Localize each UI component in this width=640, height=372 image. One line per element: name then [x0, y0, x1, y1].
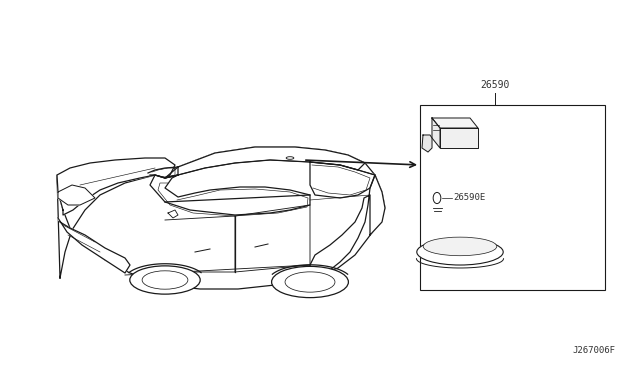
- Polygon shape: [440, 128, 478, 148]
- Ellipse shape: [417, 239, 503, 265]
- Polygon shape: [432, 118, 440, 148]
- Polygon shape: [310, 175, 385, 278]
- Ellipse shape: [433, 192, 441, 203]
- Polygon shape: [165, 147, 365, 178]
- Polygon shape: [58, 185, 95, 205]
- Text: J267006F: J267006F: [572, 346, 615, 355]
- Polygon shape: [57, 158, 175, 215]
- Polygon shape: [150, 175, 310, 215]
- Polygon shape: [168, 210, 178, 218]
- Polygon shape: [310, 162, 375, 198]
- Polygon shape: [58, 218, 130, 273]
- Polygon shape: [57, 147, 385, 289]
- Bar: [420, 105, 605, 290]
- Text: 26590: 26590: [480, 80, 509, 90]
- Ellipse shape: [130, 266, 200, 294]
- Text: 26590E: 26590E: [453, 193, 485, 202]
- Polygon shape: [422, 135, 432, 152]
- Ellipse shape: [271, 266, 348, 298]
- Polygon shape: [432, 118, 478, 128]
- Ellipse shape: [423, 237, 497, 256]
